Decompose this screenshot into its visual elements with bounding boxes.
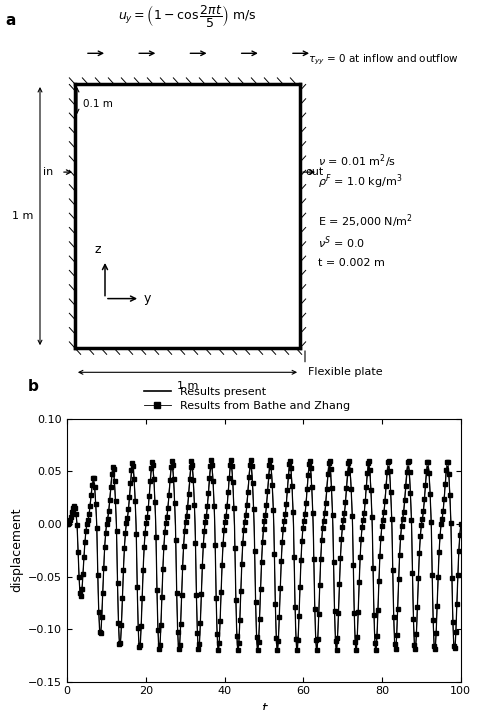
Text: b: b xyxy=(28,380,39,395)
Text: Flexible plate: Flexible plate xyxy=(308,367,383,377)
Text: 0.1 m: 0.1 m xyxy=(83,99,113,109)
Text: $u_y = \left(1 - \cos\dfrac{2\pi t}{5}\right)$ m/s: $u_y = \left(1 - \cos\dfrac{2\pi t}{5}\r… xyxy=(118,3,257,29)
Text: 1 m: 1 m xyxy=(12,211,33,221)
Y-axis label: displacement: displacement xyxy=(10,508,23,593)
Text: z: z xyxy=(95,243,101,256)
Text: in: in xyxy=(43,167,53,177)
Text: $\nu^S$ = 0.0: $\nu^S$ = 0.0 xyxy=(318,234,365,251)
Text: $\nu$ = 0.01 m$^2$/s: $\nu$ = 0.01 m$^2$/s xyxy=(318,153,396,170)
X-axis label: t: t xyxy=(261,702,267,710)
Text: out: out xyxy=(305,167,323,177)
Legend: Results present, Results from Bathe and Zhang: Results present, Results from Bathe and … xyxy=(144,388,350,410)
Text: t = 0.002 m: t = 0.002 m xyxy=(318,258,385,268)
Text: 1 m: 1 m xyxy=(177,381,198,391)
Text: $\rho^F$ = 1.0 kg/m$^3$: $\rho^F$ = 1.0 kg/m$^3$ xyxy=(318,173,402,191)
Text: E = 25,000 N/m$^2$: E = 25,000 N/m$^2$ xyxy=(318,213,413,231)
Text: a: a xyxy=(5,13,15,28)
Text: y: y xyxy=(144,292,151,305)
Text: $\tau_{yy}$ = 0 at inflow and outflow: $\tau_{yy}$ = 0 at inflow and outflow xyxy=(308,53,459,67)
